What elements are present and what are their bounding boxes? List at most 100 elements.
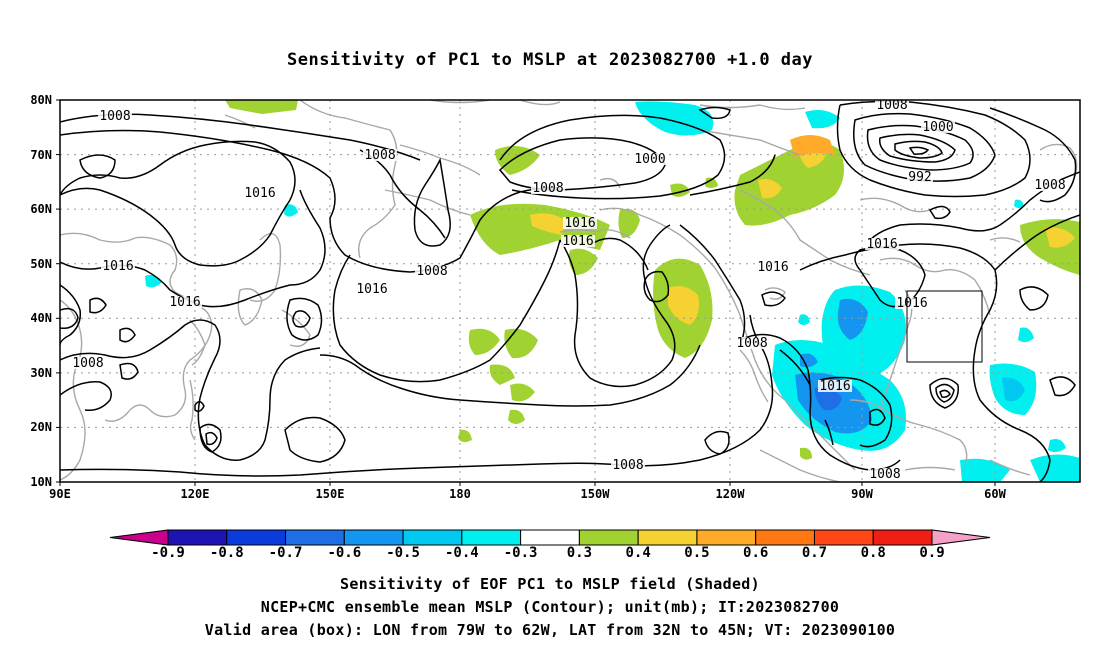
contour-label-bg	[363, 149, 397, 161]
contour-label-bg	[243, 187, 277, 199]
contour-label-bg	[98, 110, 132, 122]
colorbar-swatch	[637, 529, 698, 546]
contour-label-bg	[611, 459, 645, 471]
contour-label: 1008	[869, 467, 900, 482]
contour-label-bg	[1033, 179, 1067, 191]
contour-label: 1016	[866, 237, 897, 252]
colorbar-tick-label: 0.6	[743, 545, 768, 561]
colorbar-swatch	[696, 529, 757, 546]
map-border	[59, 99, 1081, 483]
latitude-labels: 80N 70N 60N 50N 40N 30N 20N 10N	[30, 93, 52, 489]
contour-label-bg	[633, 153, 667, 165]
negative-sensitivity-shading	[145, 101, 1080, 482]
contour-label: 1008	[416, 264, 447, 279]
lon-label-60w: 60W	[984, 487, 1006, 501]
contour-label-bg	[907, 171, 933, 183]
colorbar-tick-label: -0.3	[504, 545, 538, 561]
colorbar-tick-label: 0.8	[861, 545, 886, 561]
colorbar-tick-label: -0.6	[327, 545, 361, 561]
caption-valid-area: Valid area (box): LON from 79W to 62W, L…	[204, 621, 896, 639]
contour-label: 1008	[876, 98, 907, 113]
contour-label: 1008	[612, 458, 643, 473]
colorbar-tick-label: 0.4	[626, 545, 651, 561]
colorbar-tick-label: -0.8	[210, 545, 244, 561]
colorbar-swatch	[578, 529, 639, 546]
contour-label: 1008	[72, 356, 103, 371]
contour-label-bg	[921, 121, 955, 133]
contour-label-bg	[875, 100, 909, 111]
map-title: Sensitivity of PC1 to MSLP at 2023082700…	[286, 50, 813, 70]
contour-label-bg	[818, 380, 852, 392]
contour-label: 1016	[169, 295, 200, 310]
lat-label-20n: 20N	[30, 420, 52, 434]
colorbar-tick-label: -0.4	[445, 545, 479, 561]
contour-label-bg	[563, 217, 597, 229]
colorbar: -0.9 -0.8 -0.7 -0.6 -0.5 -0.4 -0.3 0.3 0.4 0.5 0.6…	[109, 529, 991, 561]
colorbar-swatch	[226, 529, 287, 546]
colorbar-tick-label: -0.7	[269, 545, 303, 561]
mslp-contours	[60, 100, 1080, 482]
contour-label-bg	[735, 337, 769, 349]
lat-label-10n: 10N	[30, 475, 52, 489]
caption-contour: NCEP+CMC ensemble mean MSLP (Contour); u…	[260, 598, 840, 616]
colorbar-swatch	[402, 529, 463, 546]
contour-label: 1008	[1034, 178, 1065, 193]
contour-label-bg	[756, 261, 790, 273]
contour-label-bg	[895, 297, 929, 309]
contour-label-bg	[415, 265, 449, 277]
contour-label: 1016	[896, 296, 927, 311]
colorbar-swatch	[520, 529, 580, 546]
colorbar-over-triangle	[931, 529, 991, 546]
colorbar-swatch	[285, 529, 345, 546]
lat-label-70n: 70N	[30, 148, 52, 162]
contour-label: 1008	[99, 109, 130, 124]
lon-label-90w: 90W	[851, 487, 873, 501]
contour-label: 1000	[634, 152, 665, 167]
contour-label-bg	[531, 182, 565, 194]
contour-label-bg	[355, 283, 389, 295]
valid-area-box	[906, 290, 983, 363]
contour-label: 1016	[564, 216, 595, 231]
contour-labels: 1008 1008 1000 1008 1000 992 1016 1016 1016 1016 1…	[71, 98, 1067, 482]
lon-label-150e: 150E	[316, 487, 345, 501]
contour-label: 1000	[922, 120, 953, 135]
colorbar-tick-label: -0.5	[386, 545, 420, 561]
contour-label-bg	[868, 468, 902, 480]
colorbar-tick-label: 0.7	[802, 545, 827, 561]
contour-label-bg	[561, 235, 595, 247]
colorbar-swatch	[167, 529, 228, 546]
lon-label-180: 180	[449, 487, 471, 501]
contour-label: 1016	[562, 234, 593, 249]
contour-label: 1016	[102, 259, 133, 274]
axis-ticks	[56, 99, 996, 486]
colorbar-swatch	[461, 529, 522, 546]
lat-label-60n: 60N	[30, 202, 52, 216]
contour-label-bg	[71, 357, 105, 369]
caption-shading: Sensitivity of EOF PC1 to MSLP field (Sh…	[340, 575, 760, 593]
lon-label-150w: 150W	[581, 487, 611, 501]
lon-label-120e: 120E	[181, 487, 210, 501]
contour-label-bg	[865, 238, 899, 250]
contour-label: 1016	[356, 282, 387, 297]
contour-label: 1016	[757, 260, 788, 275]
lat-label-40n: 40N	[30, 311, 52, 325]
contour-label: 1016	[244, 186, 275, 201]
contour-label: 1016	[819, 379, 850, 394]
contour-label: 992	[908, 170, 931, 185]
lat-label-80n: 80N	[30, 93, 52, 107]
colorbar-tick-label: 0.3	[567, 545, 592, 561]
lat-label-30n: 30N	[30, 366, 52, 380]
contour-label-bg	[101, 260, 135, 272]
contour-label: 1008	[364, 148, 395, 163]
colorbar-swatch	[755, 529, 815, 546]
longitude-labels: 90E 120E 150E 180 150W 120W 90W 60W	[49, 487, 1006, 501]
colorbar-tick-label: 0.9	[919, 545, 944, 561]
colorbar-swatch	[872, 529, 933, 546]
colorbar-tick-label: 0.5	[684, 545, 709, 561]
colorbar-under-triangle	[109, 529, 169, 546]
coastlines	[60, 100, 1078, 482]
colorbar-swatch	[343, 529, 404, 546]
contour-label-bg	[168, 296, 202, 308]
colorbar-swatch	[813, 529, 874, 546]
